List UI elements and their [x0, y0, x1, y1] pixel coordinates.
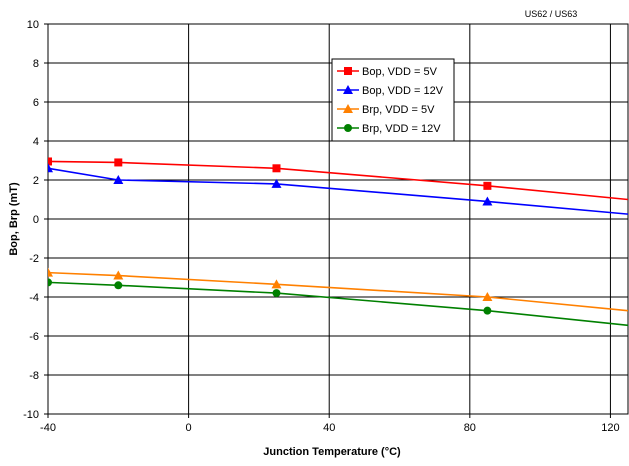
- data-point: [114, 158, 123, 167]
- data-point: [272, 164, 281, 173]
- x-tick-label: 80: [464, 422, 476, 434]
- series-3: [48, 267, 628, 312]
- legend-label: Bop, VDD = 12V: [362, 85, 444, 97]
- axis-labels: -10 -8 -6 -4 -2 0 2 4 6 8 10 -40 0 40 80 120: [23, 19, 620, 434]
- y-tick-label: 6: [33, 97, 39, 109]
- legend-item: Bop, VDD = 5V: [337, 66, 438, 78]
- data-point: [482, 196, 493, 206]
- y-tick-label: -6: [29, 331, 39, 343]
- y-tick-label: -8: [29, 370, 39, 382]
- data-point: [48, 278, 52, 287]
- legend-swatch-marker: [343, 104, 353, 113]
- data-point: [48, 267, 53, 277]
- legend: Bop, VDD = 5V Bop, VDD = 12V Brp, VDD = 5V…: [331, 58, 455, 142]
- y-axis-title: Bop, Brp (mT): [8, 182, 20, 256]
- legend-item: Bop, VDD = 12V: [337, 85, 444, 97]
- chart-corner-label: US62 / US63: [525, 9, 578, 19]
- legend-swatch-marker: [344, 124, 352, 132]
- y-tick-label: 2: [33, 175, 39, 187]
- data-point: [48, 163, 53, 173]
- data-point: [483, 181, 492, 190]
- legend-item: Brp, VDD = 5V: [337, 104, 435, 116]
- data-point: [48, 157, 52, 166]
- series-4: [48, 278, 628, 327]
- data-point: [114, 281, 123, 290]
- y-tick-label: -4: [29, 292, 39, 304]
- legend-swatch-marker: [344, 67, 352, 75]
- y-tick-label: 8: [33, 58, 39, 70]
- x-tick-label: -40: [40, 422, 56, 434]
- series-2: [48, 163, 628, 215]
- y-tick-label: 4: [33, 136, 39, 148]
- x-tick-label: 0: [186, 422, 192, 434]
- data-point: [271, 178, 282, 188]
- data-point: [271, 279, 282, 289]
- legend-label: Brp, VDD = 12V: [362, 123, 441, 135]
- y-tick-label: -10: [23, 409, 39, 421]
- y-tick-label: 10: [27, 19, 39, 31]
- x-axis-title: Junction Temperature (°C): [263, 446, 401, 458]
- data-point: [272, 289, 281, 298]
- y-tick-label: -2: [29, 253, 39, 265]
- data-point: [482, 292, 493, 301]
- series-1: [48, 157, 628, 201]
- series-line: [48, 271, 628, 312]
- data-point: [483, 306, 492, 315]
- legend-label: Brp, VDD = 5V: [362, 104, 435, 116]
- series-group: [48, 157, 628, 327]
- data-point: [113, 270, 124, 280]
- data-point: [113, 175, 124, 184]
- legend-swatch-marker: [343, 85, 353, 94]
- x-tick-label: 120: [601, 422, 619, 434]
- y-tick-label: 0: [33, 214, 39, 226]
- legend-label: Bop, VDD = 5V: [362, 66, 438, 78]
- plot-area-border: [47, 23, 629, 415]
- x-tick-label: 40: [323, 422, 335, 434]
- legend-item: Brp, VDD = 12V: [337, 123, 441, 135]
